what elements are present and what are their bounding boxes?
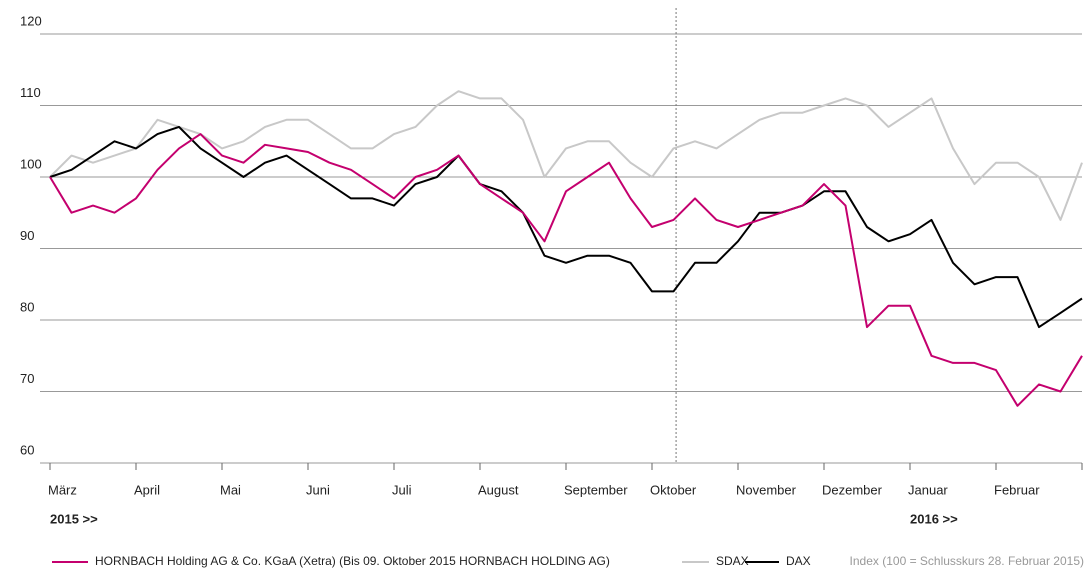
x-tick-label: Juni (306, 482, 330, 497)
series-line (49, 90, 1083, 221)
y-tick-label: 100 (20, 156, 42, 171)
index-note: Index (100 = Schlusskurs 28. Februar 201… (850, 554, 1084, 568)
x-tick-label: November (736, 482, 797, 497)
y-tick-label: 60 (20, 442, 34, 457)
series-line (49, 133, 1083, 407)
year-label: 2015 >> (50, 511, 98, 526)
y-tick-label: 70 (20, 371, 34, 386)
x-tick-label: Februar (994, 482, 1040, 497)
y-tick-label: 80 (20, 299, 34, 314)
x-tick-label: September (564, 482, 628, 497)
x-tick-label: März (48, 482, 77, 497)
x-tick-label: August (478, 482, 519, 497)
x-tick-label: Mai (220, 482, 241, 497)
y-tick-label: 90 (20, 228, 34, 243)
legend-label: SDAX (716, 554, 749, 568)
y-tick-label: 110 (20, 85, 41, 100)
series-line (49, 125, 1083, 329)
x-tick-label: April (134, 482, 160, 497)
x-tick-label: Oktober (650, 482, 697, 497)
year-label: 2016 >> (910, 511, 958, 526)
x-tick-label: Januar (908, 482, 948, 497)
x-tick-label: Dezember (822, 482, 883, 497)
legend-label: HORNBACH Holding AG & Co. KGaA (Xetra) (… (95, 554, 610, 568)
x-tick-label: Juli (392, 482, 412, 497)
y-tick-label: 120 (20, 13, 42, 28)
legend-label: DAX (786, 554, 811, 568)
